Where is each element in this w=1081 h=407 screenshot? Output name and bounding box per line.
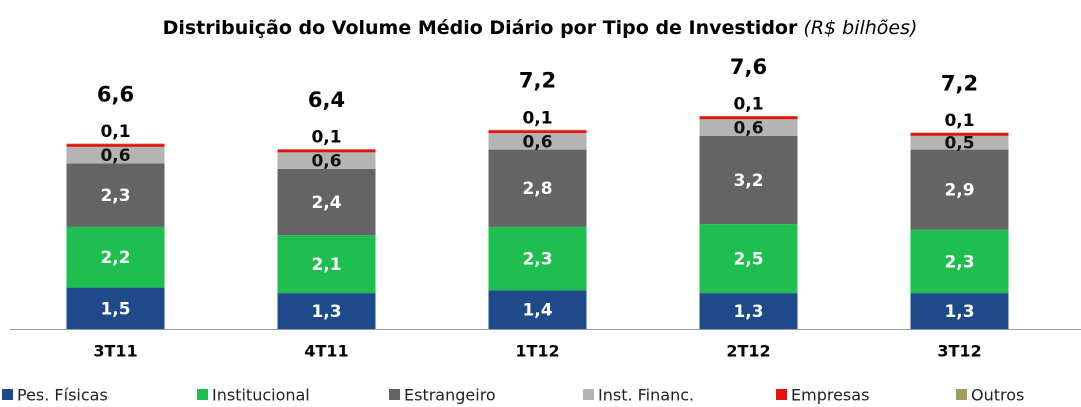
value-label: 0,5 bbox=[944, 134, 974, 154]
bar-segment bbox=[66, 163, 165, 227]
value-label: 2,2 bbox=[100, 248, 130, 268]
bar-segment bbox=[66, 226, 165, 288]
bar-segment bbox=[910, 149, 1009, 230]
value-label: 2,4 bbox=[311, 193, 341, 213]
value-label: 0,6 bbox=[100, 146, 130, 166]
bar-segment bbox=[277, 293, 376, 329]
legend-swatch bbox=[2, 389, 13, 400]
legend-swatch bbox=[197, 389, 208, 400]
bar-segment bbox=[488, 226, 587, 291]
bar-segment bbox=[699, 135, 798, 225]
bar-segment bbox=[66, 144, 165, 147]
value-label: 0,1 bbox=[100, 122, 130, 142]
value-label: 1,3 bbox=[944, 302, 974, 322]
x-tick-label: 2T12 bbox=[726, 342, 770, 361]
title-main: Distribuição do Volume Médio Diário por … bbox=[163, 17, 798, 39]
bar-segment bbox=[277, 149, 376, 150]
legend-label: Estrangeiro bbox=[404, 386, 496, 405]
value-label: 2,9 bbox=[944, 181, 974, 201]
bar-segment bbox=[910, 133, 1009, 136]
value-label: 2,1 bbox=[311, 255, 341, 275]
value-label: 0,1 bbox=[944, 111, 974, 131]
bar-segment bbox=[699, 115, 798, 117]
bar-segment bbox=[910, 132, 1009, 134]
value-label: 0,1 bbox=[311, 128, 341, 148]
bar-segment bbox=[488, 130, 587, 134]
bar-segment bbox=[488, 129, 587, 131]
bar-segment bbox=[699, 293, 798, 329]
total-label: 6,6 bbox=[97, 83, 134, 107]
value-label: 0,6 bbox=[733, 119, 763, 139]
bar-segment bbox=[910, 293, 1009, 329]
bar-segment bbox=[277, 149, 376, 153]
value-label: 1,4 bbox=[522, 301, 552, 321]
title-unit: (R$ bilhões) bbox=[803, 17, 917, 39]
total-label: 7,2 bbox=[941, 71, 978, 95]
value-label: 2,3 bbox=[944, 252, 974, 272]
bar-segment bbox=[910, 135, 1009, 150]
bar-segment bbox=[488, 149, 587, 227]
value-label: 0,1 bbox=[522, 108, 552, 128]
bar-segment bbox=[277, 152, 376, 169]
bar-segment bbox=[488, 290, 587, 329]
value-label: 2,3 bbox=[100, 186, 130, 206]
bar-segment bbox=[699, 224, 798, 294]
legend-label: Empresas bbox=[791, 386, 869, 405]
value-label: 0,6 bbox=[522, 132, 552, 152]
bar-segment bbox=[66, 146, 165, 164]
value-label: 2,3 bbox=[522, 250, 552, 270]
bar-segment bbox=[488, 133, 587, 150]
value-label: 0,6 bbox=[311, 152, 341, 172]
legend-swatch bbox=[389, 389, 400, 400]
value-label: 1,5 bbox=[100, 299, 130, 319]
legend-label: Inst. Financ. bbox=[598, 386, 694, 405]
value-label: 3,2 bbox=[733, 171, 763, 191]
total-label: 6,4 bbox=[308, 88, 345, 112]
bar-segment bbox=[66, 143, 165, 145]
value-label: 1,3 bbox=[733, 302, 763, 322]
chart-title: Distribuição do Volume Médio Diário por … bbox=[163, 17, 918, 39]
value-label: 2,8 bbox=[522, 179, 552, 199]
bar-segment bbox=[277, 168, 376, 236]
legend-label: Pes. Físicas bbox=[17, 386, 108, 405]
total-label: 7,6 bbox=[730, 55, 767, 79]
legend-label: Institucional bbox=[212, 386, 310, 405]
bar-segment bbox=[910, 229, 1009, 294]
x-tick-label: 3T12 bbox=[937, 342, 981, 361]
value-label: 0,1 bbox=[733, 94, 763, 114]
x-tick-label: 1T12 bbox=[515, 342, 559, 361]
bar-segment bbox=[277, 235, 376, 294]
x-tick-label: 3T11 bbox=[93, 342, 137, 361]
legend-swatch bbox=[956, 389, 967, 400]
bar-segment bbox=[699, 116, 798, 120]
total-label: 7,2 bbox=[519, 69, 556, 93]
value-label: 2,5 bbox=[733, 250, 763, 270]
legend-swatch bbox=[776, 389, 787, 400]
bar-segment bbox=[66, 287, 165, 329]
bar-segment bbox=[699, 119, 798, 136]
legend-swatch bbox=[583, 389, 594, 400]
legend-label: Outros bbox=[971, 386, 1024, 405]
value-label: 1,3 bbox=[311, 302, 341, 322]
x-tick-label: 4T11 bbox=[304, 342, 348, 361]
